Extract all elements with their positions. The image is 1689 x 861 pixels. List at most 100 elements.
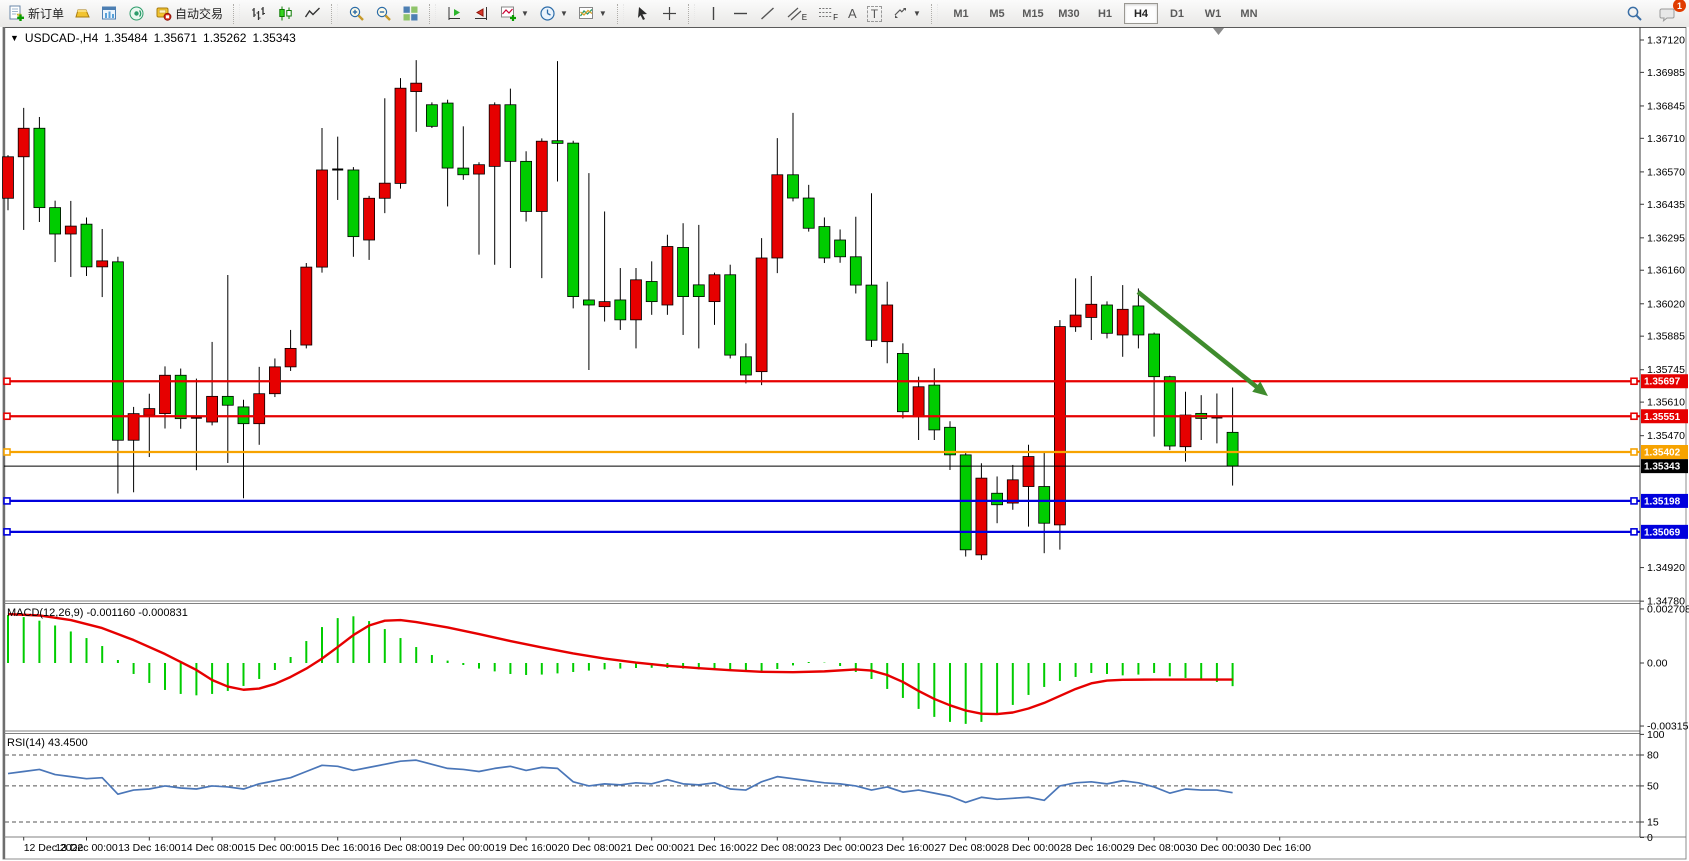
notifications-button[interactable]: 1	[1654, 0, 1686, 25]
cursor-button[interactable]	[629, 2, 656, 25]
candle	[755, 238, 768, 386]
timeframe-M1[interactable]: M1	[953, 7, 969, 20]
candle	[457, 126, 470, 180]
candle	[1116, 285, 1129, 357]
line-price-label: 1.35551	[1644, 412, 1681, 423]
timeframe-D1[interactable]: D1	[1169, 7, 1184, 20]
candle	[881, 281, 894, 364]
candle	[551, 61, 564, 182]
macd-signal-line	[7, 612, 1233, 716]
candle	[975, 463, 988, 560]
bear-candle-body	[49, 207, 61, 235]
line-handle[interactable]	[1630, 448, 1638, 456]
time-tick-label: 27 Dec 08:00	[934, 842, 997, 854]
rsi-caption: RSI(14) 43.4500	[7, 737, 88, 749]
chart-canvas[interactable]: 1.37120 1.36985 1.36845 1.36710 1.36570 1.364…	[0, 27, 1689, 861]
templates-button[interactable]: ▼	[573, 2, 612, 25]
candlestick-chart-button[interactable]	[272, 2, 299, 25]
line-handle[interactable]	[3, 497, 11, 505]
rsi-pane: 100 80 50 15 0	[5, 729, 1665, 844]
zoom-in-icon	[349, 6, 364, 21]
timeframe-M30[interactable]: M30	[1058, 7, 1080, 20]
search-button[interactable]	[1621, 2, 1648, 25]
periods-button[interactable]: ▼	[534, 2, 573, 25]
horizontal-line-button[interactable]	[727, 2, 754, 25]
trendline-button[interactable]	[754, 2, 781, 25]
line-handle[interactable]	[3, 448, 11, 456]
candle	[300, 263, 313, 349]
time-tick-label: 30 Dec 16:00	[1248, 842, 1311, 854]
macd-axis-label: -0.003158	[1647, 721, 1689, 733]
shapes-button[interactable]: ▼	[887, 2, 926, 25]
signal-button[interactable]	[123, 2, 150, 25]
line-handle[interactable]	[1630, 497, 1638, 505]
auto-scroll-button[interactable]	[441, 2, 468, 25]
time-tick-label: 19 Dec 16:00	[495, 842, 558, 854]
line-price-label: 1.35402	[1644, 447, 1681, 458]
bear-candle-body	[959, 454, 972, 551]
bar-low-value: 1.35262	[203, 31, 247, 45]
toolbar: 新订单	[0, 0, 1689, 28]
timeframe-W1[interactable]: W1	[1204, 7, 1222, 20]
chart-shift-button[interactable]	[468, 2, 495, 25]
crosshair-button[interactable]	[656, 2, 683, 25]
line-handle[interactable]	[1630, 377, 1638, 386]
search-icon	[1627, 6, 1642, 21]
line-price-label-box	[1641, 374, 1688, 389]
candle	[190, 378, 202, 471]
timeframe-MN[interactable]: MN	[1240, 7, 1258, 20]
chart-window-button[interactable]	[96, 2, 123, 25]
indicators-button[interactable]: ▼	[495, 2, 534, 25]
bull-candle-body	[771, 174, 784, 259]
timeframe-M15[interactable]: M15	[1022, 7, 1044, 20]
tile-windows-button[interactable]	[397, 2, 424, 25]
bull-candle-body	[127, 413, 140, 441]
candle	[378, 98, 391, 214]
gold-button[interactable]	[69, 2, 96, 25]
line-handle[interactable]	[1630, 412, 1638, 421]
vertical-line-button[interactable]	[700, 2, 727, 25]
new-order-button[interactable]: 新订单	[3, 2, 69, 25]
zoom-in-button[interactable]	[343, 2, 370, 25]
fibonacci-button[interactable]: F	[812, 2, 843, 25]
candle	[49, 200, 61, 263]
bar-chart-button[interactable]	[245, 2, 272, 25]
bull-candle-body	[316, 169, 328, 268]
candle	[1163, 375, 1176, 451]
candle	[677, 223, 689, 335]
bull-candle-body	[661, 246, 674, 306]
bull-candle-body	[394, 87, 407, 184]
bear-candle-body	[928, 384, 941, 431]
chevron-down-icon[interactable]: ▼	[10, 33, 19, 43]
channel-button[interactable]: E	[781, 2, 812, 25]
macd-axis-label: 0.00	[1647, 658, 1668, 670]
bear-candle-body	[692, 284, 705, 297]
line-handle[interactable]	[3, 528, 11, 536]
timeframe-M5[interactable]: M5	[989, 7, 1005, 20]
timeframe-H1[interactable]: H1	[1097, 7, 1112, 20]
candle	[567, 140, 580, 309]
text-button[interactable]: A	[843, 3, 862, 24]
trend-arrow-head[interactable]	[1252, 381, 1268, 396]
candle	[1211, 393, 1223, 444]
time-tick-label: 23 Dec 16:00	[872, 842, 935, 854]
trend-arrow[interactable]	[1136, 290, 1262, 392]
timeframe-H4[interactable]: H4	[1123, 3, 1158, 24]
bull-candle-body	[363, 197, 376, 241]
bear-candle-body	[991, 492, 1003, 506]
line-handle[interactable]	[1630, 528, 1638, 536]
bull-candle-body	[1179, 414, 1192, 448]
line-handle[interactable]	[3, 377, 11, 386]
line-chart-button[interactable]	[299, 2, 326, 25]
zoom-out-button[interactable]	[370, 2, 397, 25]
time-tick-label: 23 Dec 00:00	[809, 842, 872, 854]
label-button[interactable]: T	[862, 3, 887, 25]
bull-candle-body	[96, 260, 109, 268]
line-price-label: 1.35343	[1644, 462, 1681, 473]
label-icon: T	[866, 5, 883, 22]
time-tick-label: 28 Dec 00:00	[997, 842, 1060, 854]
shift-marker-icon[interactable]	[1213, 28, 1224, 35]
line-handle[interactable]	[3, 412, 11, 421]
autotrading-button[interactable]: 自动交易	[150, 2, 228, 25]
price-tick-label: 1.36710	[1647, 133, 1685, 145]
